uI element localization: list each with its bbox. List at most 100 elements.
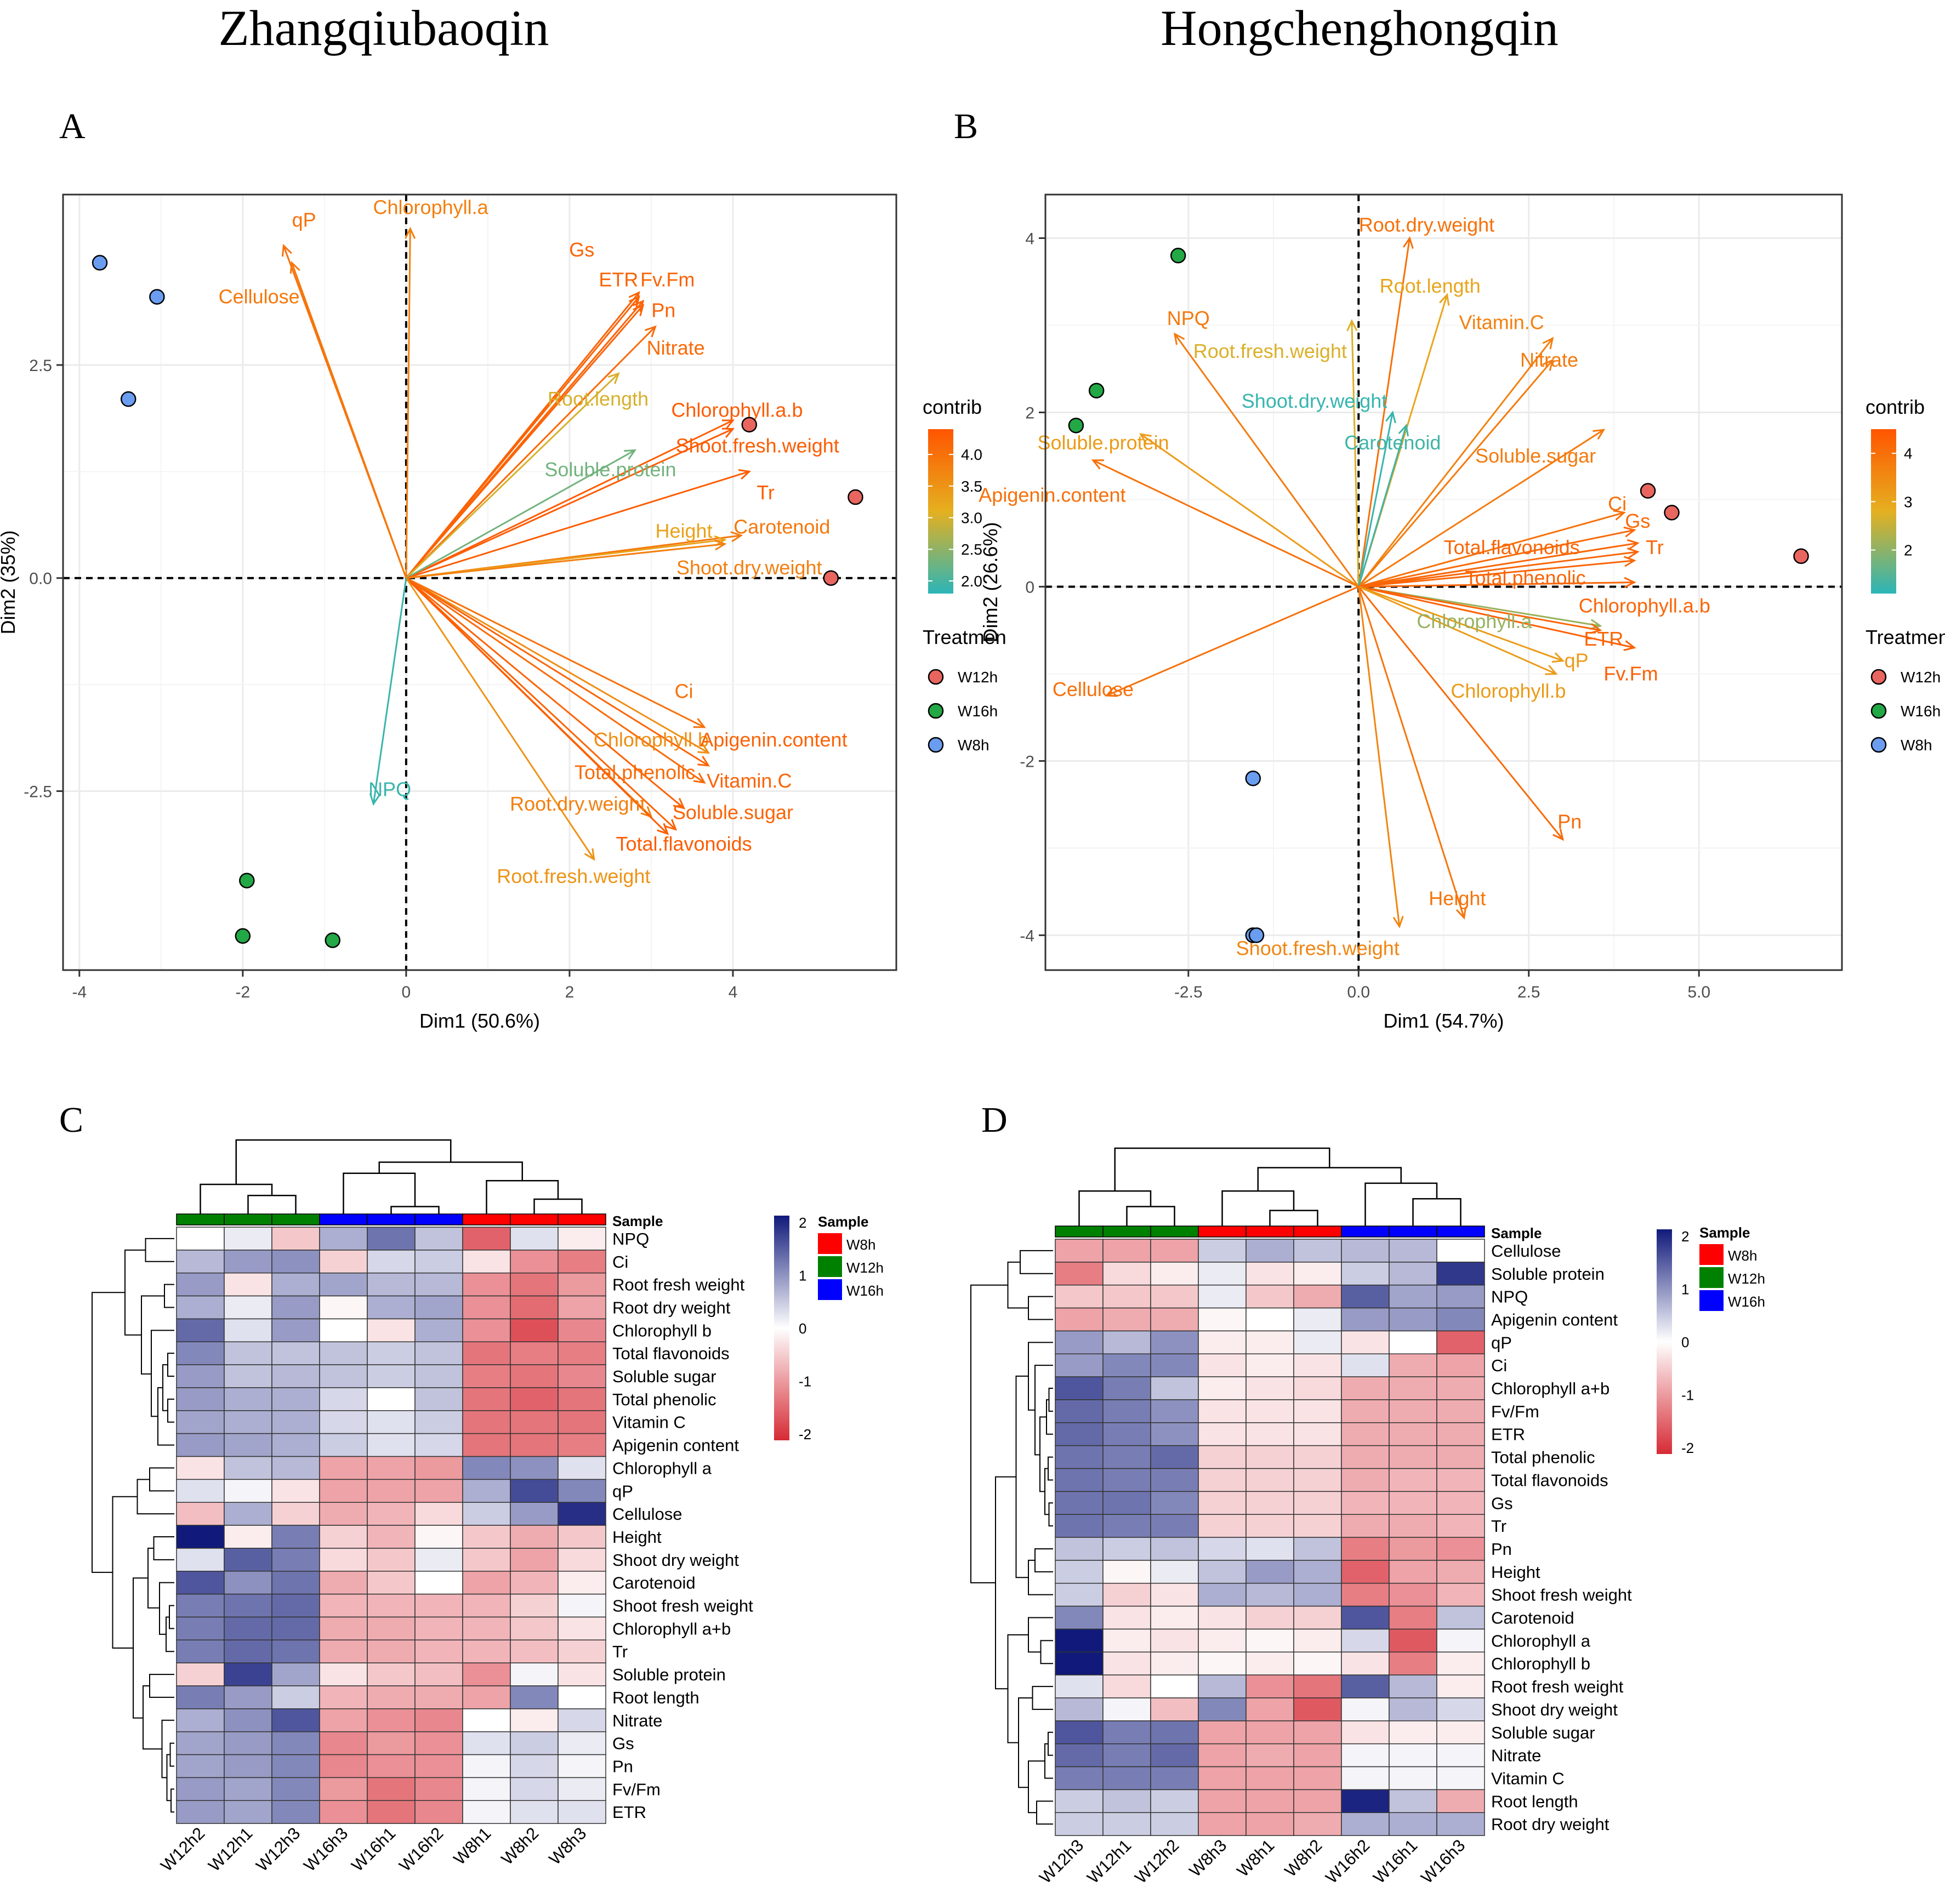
- a-var-label: Height: [656, 520, 713, 542]
- d-row-label: Cellulose: [1491, 1241, 1561, 1261]
- a-var-label: Shoot.fresh.weight: [676, 435, 839, 457]
- a-arrowhead-qP: [281, 244, 292, 257]
- c-heat-cell: [558, 1387, 606, 1411]
- c-heat-cell: [224, 1227, 272, 1251]
- d-heat-cell: [1102, 1812, 1151, 1836]
- d-row-dendrogram-branch: [1048, 1388, 1053, 1412]
- a-var-label: Nitrate: [647, 337, 705, 359]
- c-heat-cell: [510, 1502, 559, 1526]
- c-heat-cell: [510, 1731, 559, 1755]
- d-heat-cell: [1389, 1399, 1437, 1423]
- a-arrow-Chlorophyll.b: [406, 577, 709, 754]
- a-xtick-label: -2: [235, 983, 250, 1001]
- d-heat-cell: [1246, 1491, 1294, 1515]
- d-heat-cell: [1436, 1239, 1485, 1263]
- c-heat-cell: [271, 1479, 320, 1503]
- c-row-dendrogram-branch: [124, 1249, 146, 1336]
- d-heat-cell: [1293, 1445, 1342, 1469]
- c-heat-cell: [224, 1341, 272, 1365]
- d-heat-cell: [1198, 1330, 1247, 1354]
- c-heat-cell: [367, 1295, 416, 1320]
- d-row-label: Total phenolic: [1491, 1448, 1595, 1467]
- d-heat-cell: [1293, 1514, 1342, 1538]
- d-heat-cell: [1198, 1376, 1247, 1400]
- d-heat-cell: [1389, 1353, 1437, 1377]
- a-arrowhead-Shoot.dry.weight: [714, 539, 727, 551]
- d-heat-cell: [1436, 1720, 1485, 1745]
- c-heat-cell: [510, 1777, 559, 1801]
- a-var-label: Fv.Fm: [640, 268, 695, 290]
- b-arrowhead-qP: [1551, 652, 1565, 663]
- c-heat-cell: [414, 1708, 463, 1732]
- a-arrowhead-Shoot.fresh.weight: [721, 427, 735, 438]
- c-heat-cell: [414, 1410, 463, 1434]
- d-heat-cell: [1436, 1468, 1485, 1492]
- c-row-label: NPQ: [612, 1229, 649, 1249]
- c-heat-cell: [558, 1639, 606, 1663]
- c-heat-cell: [367, 1502, 416, 1526]
- panel-letter-b: B: [954, 106, 978, 146]
- c-col-dendrogram-branch: [247, 1195, 297, 1214]
- c-heat-cell: [462, 1341, 511, 1365]
- c-heat-cell: [367, 1364, 416, 1388]
- c-heat-cell: [319, 1571, 368, 1595]
- c-heat-cell: [510, 1318, 559, 1342]
- a-arrowhead-Cellulose: [289, 261, 300, 274]
- d-row-label: Soluble protein: [1491, 1264, 1605, 1284]
- c-heat-cell: [367, 1662, 416, 1686]
- c-row-label: Apigenin content: [612, 1436, 739, 1455]
- c-heat-cell: [462, 1593, 511, 1618]
- c-heat-cell: [558, 1433, 606, 1457]
- c-heat-cell: [462, 1571, 511, 1595]
- a-arrowhead-Carotenoid: [730, 531, 743, 543]
- d-heat-cell: [1246, 1697, 1294, 1721]
- c-heat-cell: [271, 1777, 320, 1801]
- c-heat-cell: [462, 1387, 511, 1411]
- b-xtick-label: 2.5: [1517, 983, 1540, 1001]
- c-heat-cell: [224, 1593, 272, 1618]
- c-heat-cell: [510, 1341, 559, 1365]
- d-heat-cell: [1102, 1468, 1151, 1492]
- d-heat-cell: [1198, 1560, 1247, 1584]
- d-heat-cell: [1055, 1697, 1104, 1721]
- d-row-label: Gs: [1491, 1493, 1513, 1513]
- c-heat-cell: [367, 1456, 416, 1480]
- c-heat-cell: [558, 1548, 606, 1572]
- d-heat-cell: [1150, 1674, 1199, 1698]
- c-heat-cell: [414, 1571, 463, 1595]
- d-heat-cell: [1436, 1262, 1485, 1286]
- d-sample-band-W16h: [1389, 1225, 1437, 1238]
- a-ytick-label: 0.0: [29, 570, 52, 588]
- b-var-label: Chlorophyll.b: [1451, 680, 1566, 702]
- d-heat-cell: [1389, 1514, 1437, 1538]
- d-heat-cell: [1102, 1399, 1151, 1423]
- b-var-label: Soluble.protein: [1037, 431, 1169, 454]
- b-legend-colorbar: [1871, 429, 1896, 594]
- c-heat-cell: [224, 1639, 272, 1663]
- c-sample-legend-title: Sample: [818, 1213, 869, 1230]
- b-ytick-label: 2: [1025, 404, 1034, 422]
- b-y-axis-title: Dim2 (26.6%): [979, 522, 1002, 642]
- c-heat-cell: [367, 1479, 416, 1503]
- d-heat-cell: [1389, 1789, 1437, 1813]
- c-heat-cell: [271, 1571, 320, 1595]
- d-heat-cell: [1341, 1674, 1390, 1698]
- d-heat-cell: [1102, 1628, 1151, 1653]
- d-heat-cell: [1246, 1376, 1294, 1400]
- c-heat-cell: [414, 1685, 463, 1709]
- c-heat-cell: [558, 1731, 606, 1755]
- d-heat-cell: [1198, 1445, 1247, 1469]
- b-arrowhead-Carotenoid: [1398, 424, 1409, 437]
- d-col-label: W12h1: [1083, 1835, 1135, 1887]
- d-heat-cell: [1150, 1422, 1199, 1446]
- a-var-label: Soluble.sugar: [673, 801, 793, 823]
- b-arrow-Carotenoid: [1357, 425, 1407, 587]
- b-var-label: Gs: [1625, 510, 1650, 532]
- c-heat-cell: [462, 1662, 511, 1686]
- c-heat-cell: [176, 1364, 225, 1388]
- a-arrow-Apigenin.content: [406, 577, 709, 767]
- d-col-dendrogram-branch: [1257, 1167, 1402, 1192]
- c-heat-cell: [319, 1295, 368, 1320]
- b-arrow-qP: [1358, 586, 1563, 662]
